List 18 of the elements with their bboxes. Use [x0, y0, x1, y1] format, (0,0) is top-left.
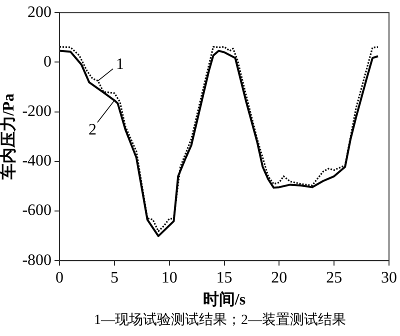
x-tick-label: 10 [161, 269, 178, 286]
y-axis-title: 车内压力/Pa [0, 93, 18, 181]
y-tick-label: -400 [22, 152, 52, 170]
x-tick-label: 0 [56, 269, 64, 286]
text: 1—现场试验测试结果；2—装置测试结果 [93, 312, 347, 330]
x-axis-title: 时间/s [202, 290, 246, 309]
y-tick-label: -600 [22, 202, 52, 220]
x-tick-label: 5 [110, 269, 118, 286]
x-tick-label: 30 [381, 269, 397, 286]
y-tick-label: 200 [28, 4, 52, 21]
y-tick-label: 0 [44, 53, 52, 70]
y-tick-label: -800 [22, 252, 52, 269]
y-tick-label: -200 [22, 103, 52, 120]
x-tick-label: 25 [326, 269, 342, 286]
x-tick-label: 20 [271, 269, 288, 286]
annotation: 1 [116, 56, 124, 74]
x-tick-label: 15 [216, 269, 232, 286]
annotation: 2 [88, 122, 96, 139]
